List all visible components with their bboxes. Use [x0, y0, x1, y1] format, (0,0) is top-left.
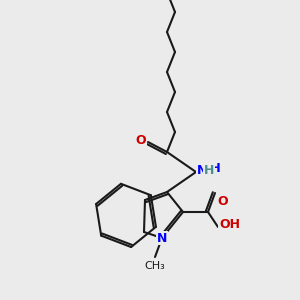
Text: O: O — [135, 134, 146, 148]
Text: N: N — [157, 232, 167, 244]
Text: N: N — [197, 164, 207, 176]
Text: O: O — [217, 195, 228, 208]
Text: OH: OH — [219, 218, 240, 232]
Text: NH: NH — [201, 163, 222, 176]
Text: CH₃: CH₃ — [145, 261, 165, 271]
Text: H: H — [204, 164, 214, 176]
